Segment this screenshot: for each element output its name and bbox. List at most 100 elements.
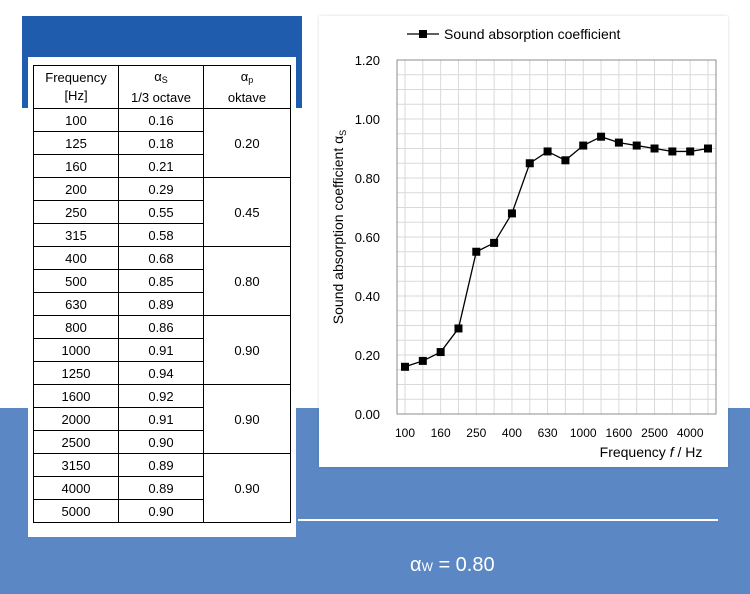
table-row: 4000 0.89 <box>33 476 291 500</box>
y-tick-label: 0.60 <box>355 230 380 245</box>
data-point-marker <box>543 147 552 156</box>
alpha-s-cell: 0.89 <box>118 292 204 316</box>
y-tick-label: 1.20 <box>355 53 380 68</box>
x-tick-label: 250 <box>466 426 486 440</box>
y-tick-label: 0.40 <box>355 289 380 304</box>
weighted-absorption: αW = 0.80 <box>410 554 495 577</box>
table-row: 1250 0.94 <box>33 361 291 385</box>
data-point-marker <box>507 209 516 218</box>
data-point-marker <box>490 238 499 247</box>
y-axis-label-main: Sound absorption coefficient α <box>330 136 346 324</box>
table-row: 100 0.16 0.20 <box>33 108 291 178</box>
legend-marker <box>419 30 427 38</box>
frequency-cell: 3150 <box>33 453 119 477</box>
table-row: 5000 0.90 <box>33 499 291 523</box>
data-point-marker <box>418 356 427 365</box>
alpha-p-cell: 0.80 <box>203 246 291 316</box>
x-axis-label-variable: f <box>670 444 676 460</box>
x-tick-label: 1600 <box>606 426 633 440</box>
plot-frame <box>396 59 717 415</box>
alpha-s-cell: 0.91 <box>118 338 204 362</box>
alpha-s-cell: 0.68 <box>118 246 204 270</box>
alpha-s-cell: 0.58 <box>118 223 204 247</box>
data-point-marker <box>436 348 445 357</box>
header-alpha-s: αS 1/3 octave <box>118 65 204 109</box>
alpha-p-cell: 0.20 <box>203 108 291 178</box>
alpha-s-unit: 1/3 octave <box>131 89 191 105</box>
alpha-s-cell: 0.90 <box>118 499 204 523</box>
absorption-chart: 0.00 0.20 0.40 0.60 0.80 1.00 1.20 100 160 250 400… <box>330 26 717 460</box>
data-point-marker <box>632 141 641 150</box>
frequency-cell: 100 <box>33 108 119 132</box>
data-point-marker <box>525 159 534 168</box>
table-row: 630 0.89 <box>33 292 291 316</box>
weighted-value: = 0.80 <box>432 554 495 576</box>
alpha-s-cell: 0.94 <box>118 361 204 385</box>
alpha-p-cell: 0.90 <box>203 384 291 454</box>
frequency-cell: 160 <box>33 154 119 178</box>
alpha-s-cell: 0.91 <box>118 407 204 431</box>
y-axis-label: Sound absorption coefficient αS <box>330 130 348 324</box>
y-tick-label: 0.20 <box>355 348 380 363</box>
table-row: 3150 0.89 0.90 <box>33 453 291 523</box>
frequency-cell: 315 <box>33 223 119 247</box>
legend-label: Sound absorption coefficient <box>444 26 621 42</box>
data-point-marker <box>561 156 570 165</box>
frequency-cell: 4000 <box>33 476 119 500</box>
x-tick-label: 1000 <box>570 426 597 440</box>
header-frequency-label: Frequency <box>45 70 107 85</box>
alpha-p-cell: 0.45 <box>203 177 291 247</box>
alpha-p-symbol: α <box>240 68 249 84</box>
table-row: 400 0.68 0.80 <box>33 246 291 316</box>
data-point-marker <box>668 147 677 156</box>
y-tick-label: 1.00 <box>355 112 380 127</box>
weighted-subscript: W <box>421 560 433 574</box>
alpha-s-cell: 0.29 <box>118 177 204 201</box>
table-row: 125 0.18 <box>33 131 291 155</box>
table-row: 1000 0.91 <box>33 338 291 362</box>
data-point-marker <box>686 147 695 156</box>
table-row: 315 0.58 <box>33 223 291 247</box>
frequency-cell: 200 <box>33 177 119 201</box>
x-tick-label: 4000 <box>677 426 704 440</box>
data-table-card: Frequency [Hz] αS 1/3 octave αp oktave 1… <box>28 57 296 537</box>
x-tick-label: 630 <box>538 426 558 440</box>
x-axis-label-unit: / Hz <box>674 444 703 460</box>
table-body: 100 0.16 0.20 125 0.18 160 0.21 200 0.29 0.45 250 0… <box>33 108 291 523</box>
alpha-s-cell: 0.18 <box>118 131 204 155</box>
data-point-marker <box>614 138 623 147</box>
y-tick-label: 0.80 <box>355 171 380 186</box>
frequency-cell: 2000 <box>33 407 119 431</box>
alpha-s-symbol: α <box>154 68 162 84</box>
x-axis-label-main: Frequency <box>600 444 670 460</box>
table-row: 800 0.86 0.90 <box>33 315 291 385</box>
data-point-marker <box>579 141 588 150</box>
alpha-p-cell: 0.90 <box>203 453 291 523</box>
data-point-marker <box>454 324 463 333</box>
alpha-p-unit: oktave <box>227 89 267 105</box>
header-alpha-p: αp oktave <box>203 65 291 109</box>
x-tick-label: 400 <box>502 426 522 440</box>
frequency-cell: 125 <box>33 131 119 155</box>
data-point-marker <box>650 144 659 153</box>
header-frequency-unit: [Hz] <box>64 88 88 103</box>
x-axis-label: Frequency f / Hz <box>600 444 703 460</box>
frequency-cell: 5000 <box>33 499 119 523</box>
frequency-cell: 500 <box>33 269 119 293</box>
alpha-p-cell: 0.90 <box>203 315 291 385</box>
frequency-cell: 800 <box>33 315 119 339</box>
y-tick-label: 0.00 <box>355 407 380 422</box>
table-row: 250 0.55 <box>33 200 291 224</box>
alpha-s-cell: 0.55 <box>118 200 204 224</box>
x-tick-label: 2500 <box>641 426 668 440</box>
alpha-s-cell: 0.21 <box>118 154 204 178</box>
alpha-s-cell: 0.16 <box>118 108 204 132</box>
alpha-p-subscript: p <box>248 74 254 85</box>
alpha-s-cell: 0.90 <box>118 430 204 454</box>
frequency-cell: 400 <box>33 246 119 270</box>
table-row: 200 0.29 0.45 <box>33 177 291 247</box>
alpha-s-subscript: S <box>161 74 168 85</box>
data-point-marker <box>597 132 606 141</box>
divider-line <box>298 519 718 521</box>
absorption-table: Frequency [Hz] αS 1/3 octave αp oktave 1… <box>33 65 291 523</box>
